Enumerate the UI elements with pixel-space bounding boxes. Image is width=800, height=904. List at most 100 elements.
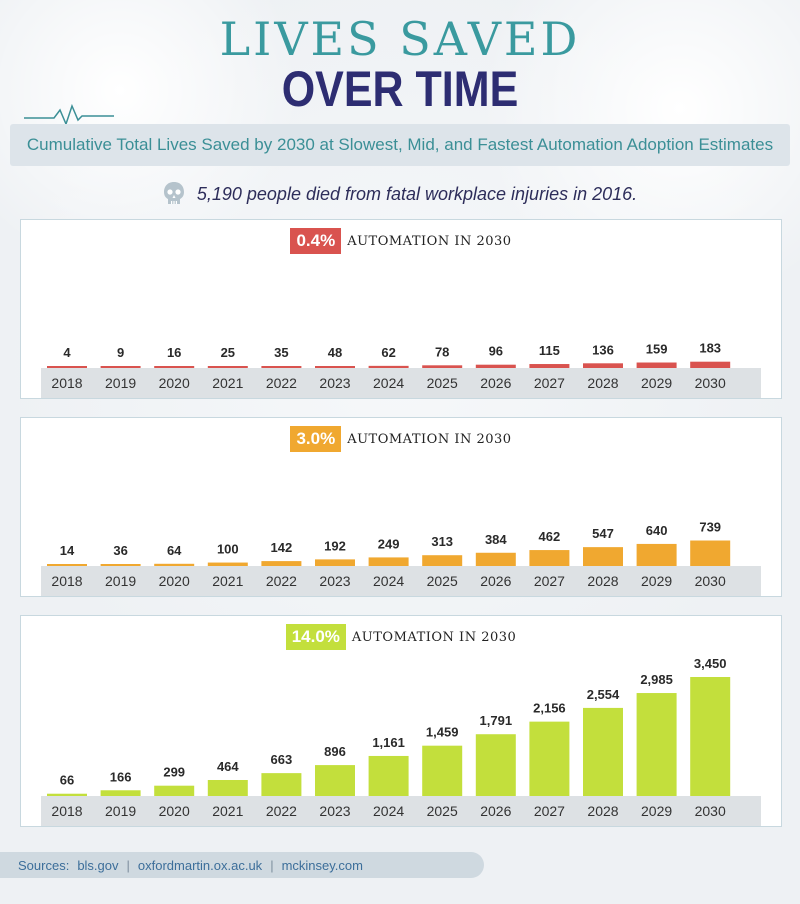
x-tick-label: 2030 <box>695 803 726 819</box>
chart-panel-mid: 3.0% AUTOMATION IN 2030 14 2018 36 2019 64 20… <box>20 417 782 597</box>
bar-chart-slow: 4 2018 9 2019 16 2020 25 2021 35 2022 48 2023 62 2024… <box>41 341 761 398</box>
bar-2030 <box>690 361 731 368</box>
x-tick-label: 2024 <box>373 803 404 819</box>
bar-2025 <box>422 745 463 796</box>
data-label: 663 <box>271 752 293 767</box>
data-label: 183 <box>699 341 721 356</box>
separator: | <box>270 857 274 873</box>
data-label: 166 <box>110 769 132 784</box>
bar-2027 <box>529 550 570 566</box>
data-label: 896 <box>324 744 346 759</box>
bar-2023 <box>315 366 355 368</box>
x-tick-label: 2020 <box>159 573 190 589</box>
bar-2018 <box>47 793 87 796</box>
data-label: 464 <box>217 759 239 774</box>
bar-2021 <box>207 562 248 566</box>
heartbeat-icon <box>24 104 114 126</box>
data-label: 2,985 <box>640 672 673 687</box>
data-label: 9 <box>117 345 124 360</box>
x-tick-label: 2030 <box>695 375 726 391</box>
data-label: 313 <box>431 534 453 549</box>
data-label: 25 <box>221 345 235 360</box>
x-tick-label: 2028 <box>587 573 618 589</box>
data-label: 115 <box>539 343 560 358</box>
panel-header: 0.4% AUTOMATION IN 2030 <box>21 228 781 254</box>
x-tick-label: 2029 <box>641 375 672 391</box>
bar-2030 <box>690 540 731 566</box>
bar-2023 <box>315 765 355 796</box>
x-tick-label: 2019 <box>105 803 136 819</box>
bar-chart-mid: 14 2018 36 2019 64 2020 100 2021 142 2022 192 2023 2… <box>41 520 761 596</box>
x-tick-label: 2020 <box>159 803 190 819</box>
x-tick-label: 2029 <box>641 803 672 819</box>
bar-2026 <box>475 364 516 368</box>
data-label: 249 <box>378 536 400 551</box>
x-tick-label: 2021 <box>212 573 243 589</box>
x-tick-label: 2024 <box>373 573 404 589</box>
separator: | <box>126 857 130 873</box>
title-line-1: LIVES SAVED <box>219 12 581 66</box>
bar-2025 <box>422 555 463 566</box>
bar-2023 <box>315 559 355 566</box>
bar-2021 <box>207 779 248 796</box>
automation-label: AUTOMATION IN 2030 <box>351 629 517 645</box>
x-axis-band <box>41 368 761 398</box>
bar-2024 <box>368 365 409 368</box>
data-label: 3,450 <box>694 656 727 671</box>
source-link-oxford[interactable]: oxfordmartin.ox.ac.uk <box>137 857 263 873</box>
bar-2020 <box>154 563 195 566</box>
x-tick-label: 2025 <box>427 803 458 819</box>
fact-text: 5,190 people died from fatal workplace i… <box>196 183 638 204</box>
data-label: 640 <box>646 523 668 538</box>
x-axis-band <box>41 566 761 596</box>
title-line-2: OVER TIME <box>281 61 519 117</box>
x-tick-label: 2029 <box>641 573 672 589</box>
bar-2025 <box>422 365 463 368</box>
data-label: 66 <box>60 773 74 788</box>
panel-header: 3.0% AUTOMATION IN 2030 <box>21 426 781 452</box>
source-link-mckinsey[interactable]: mckinsey.com <box>281 857 363 873</box>
data-label: 136 <box>592 342 614 357</box>
data-label: 4 <box>63 345 71 360</box>
data-label: 62 <box>381 345 395 360</box>
x-tick-label: 2030 <box>695 573 726 589</box>
data-label: 48 <box>328 345 342 360</box>
source-link-bls[interactable]: bls.gov <box>77 857 119 873</box>
subtitle-bar: Cumulative Total Lives Saved by 2030 at … <box>10 124 790 166</box>
x-tick-label: 2023 <box>319 803 350 819</box>
x-tick-label: 2019 <box>105 573 136 589</box>
x-tick-label: 2019 <box>105 375 136 391</box>
x-tick-label: 2028 <box>587 375 618 391</box>
panel-header: 14.0% AUTOMATION IN 2030 <box>21 624 781 650</box>
data-label: 14 <box>60 543 75 558</box>
bar-2022 <box>261 561 302 566</box>
bar-2029 <box>636 693 677 796</box>
bar-2020 <box>154 785 195 796</box>
data-label: 384 <box>485 532 507 547</box>
bar-2022 <box>261 773 302 796</box>
automation-percent: 0.4% <box>290 228 342 254</box>
bar-2019 <box>100 564 141 566</box>
x-tick-label: 2023 <box>319 375 350 391</box>
x-tick-label: 2021 <box>212 375 243 391</box>
data-label: 1,459 <box>426 725 459 740</box>
fact-line: 5,190 people died from fatal workplace i… <box>0 180 800 208</box>
data-label: 78 <box>435 344 449 359</box>
x-tick-label: 2026 <box>480 573 511 589</box>
automation-percent: 14.0% <box>285 624 346 650</box>
x-tick-label: 2022 <box>266 803 297 819</box>
chart-panel-fast: 14.0% AUTOMATION IN 2030 66 2018 166 2019 29… <box>20 615 782 827</box>
subtitle: Cumulative Total Lives Saved by 2030 at … <box>26 135 774 154</box>
data-label: 739 <box>699 520 721 535</box>
data-label: 64 <box>167 543 182 558</box>
x-tick-label: 2022 <box>266 573 297 589</box>
bar-2029 <box>636 543 677 566</box>
x-tick-label: 2025 <box>427 375 458 391</box>
data-label: 159 <box>646 342 668 357</box>
x-tick-label: 2023 <box>319 573 350 589</box>
x-tick-label: 2018 <box>51 573 82 589</box>
bar-2029 <box>636 362 677 368</box>
bar-2028 <box>583 707 623 796</box>
bar-2030 <box>690 677 731 796</box>
bar-2021 <box>207 366 248 368</box>
